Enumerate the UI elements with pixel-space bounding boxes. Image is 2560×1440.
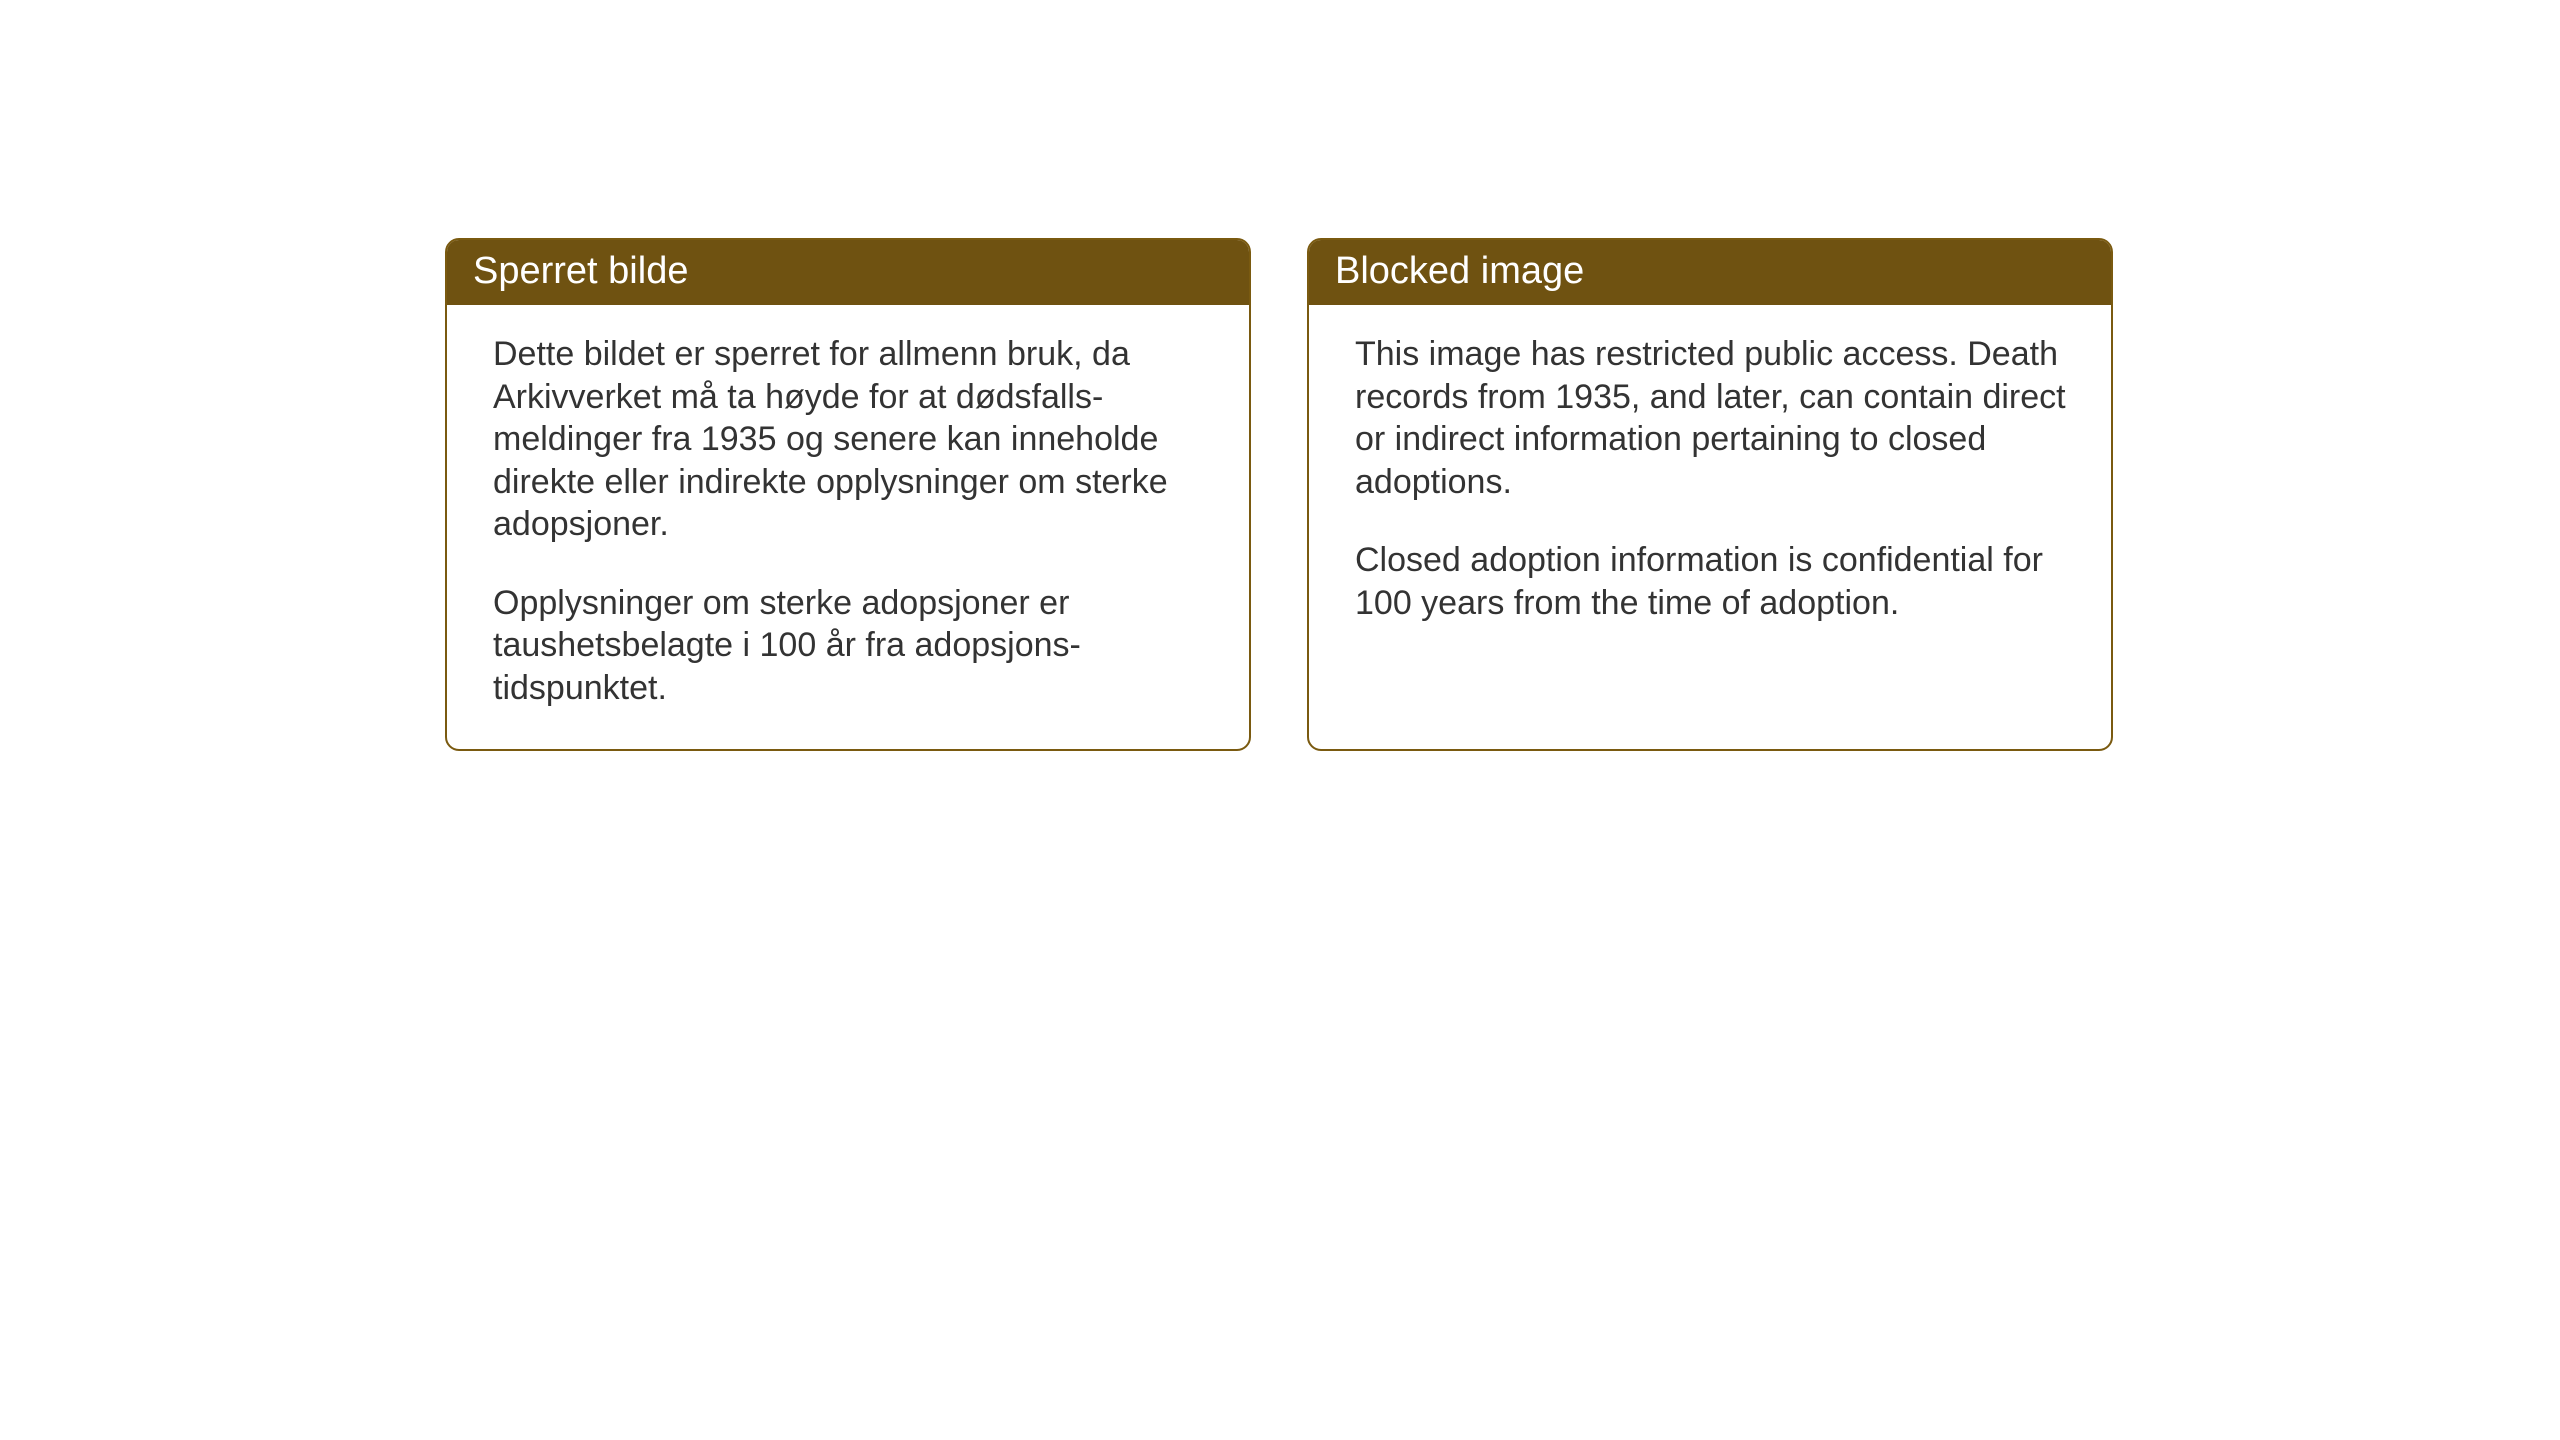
notice-card-norwegian: Sperret bilde Dette bildet er sperret fo… xyxy=(445,238,1251,751)
notice-card-english: Blocked image This image has restricted … xyxy=(1307,238,2113,751)
card-body-english: This image has restricted public access.… xyxy=(1309,305,2111,664)
paragraph-english-1: This image has restricted public access.… xyxy=(1355,333,2069,503)
paragraph-norwegian-2: Opplysninger om sterke adopsjoner er tau… xyxy=(493,582,1207,710)
paragraph-english-2: Closed adoption information is confident… xyxy=(1355,539,2069,624)
card-header-norwegian: Sperret bilde xyxy=(447,240,1249,305)
notice-container: Sperret bilde Dette bildet er sperret fo… xyxy=(0,0,2560,751)
paragraph-norwegian-1: Dette bildet er sperret for allmenn bruk… xyxy=(493,333,1207,546)
card-header-english: Blocked image xyxy=(1309,240,2111,305)
card-body-norwegian: Dette bildet er sperret for allmenn bruk… xyxy=(447,305,1249,749)
